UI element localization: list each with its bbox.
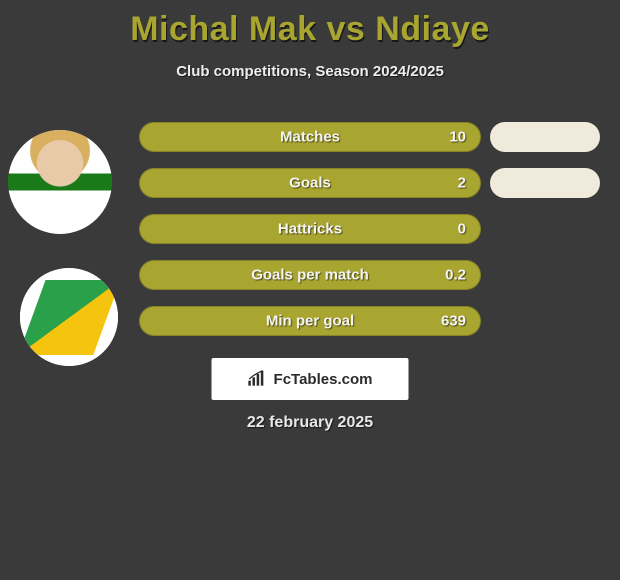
stat-value-left: 10 [449,129,466,146]
stat-bar: Min per goal 639 [139,306,481,336]
stat-label: Goals per match [140,267,480,284]
comparison-bars-left: Matches 10 Goals 2 Hattricks 0 Goals per… [139,122,481,352]
player-photo-placeholder [8,130,112,234]
stat-value-left: 0 [458,221,466,238]
stat-value-left: 0.2 [445,267,466,284]
stat-bar: Goals per match 0.2 [139,260,481,290]
stat-value-left: 2 [458,175,466,192]
stat-bar: Goals 2 [139,168,481,198]
stat-label: Goals [140,175,480,192]
stat-label: Matches [140,129,480,146]
footer-date: 22 february 2025 [0,414,620,432]
comparison-bars-right [490,122,600,214]
stat-label: Min per goal [140,313,480,330]
club-logo-placeholder [20,268,118,366]
stat-pill-right [490,122,600,152]
fctables-icon [248,370,268,388]
watermark-text: FcTables.com [274,371,373,388]
stat-value-left: 639 [441,313,466,330]
stat-label: Hattricks [140,221,480,238]
stat-bar: Hattricks 0 [139,214,481,244]
subtitle: Club competitions, Season 2024/2025 [0,63,620,80]
player1-avatar [8,130,112,234]
player2-avatar [20,268,118,366]
page-title: Michal Mak vs Ndiaye [0,0,620,49]
watermark-brand: FcTables.com [212,358,409,400]
stat-pill-right [490,168,600,198]
stat-bar: Matches 10 [139,122,481,152]
